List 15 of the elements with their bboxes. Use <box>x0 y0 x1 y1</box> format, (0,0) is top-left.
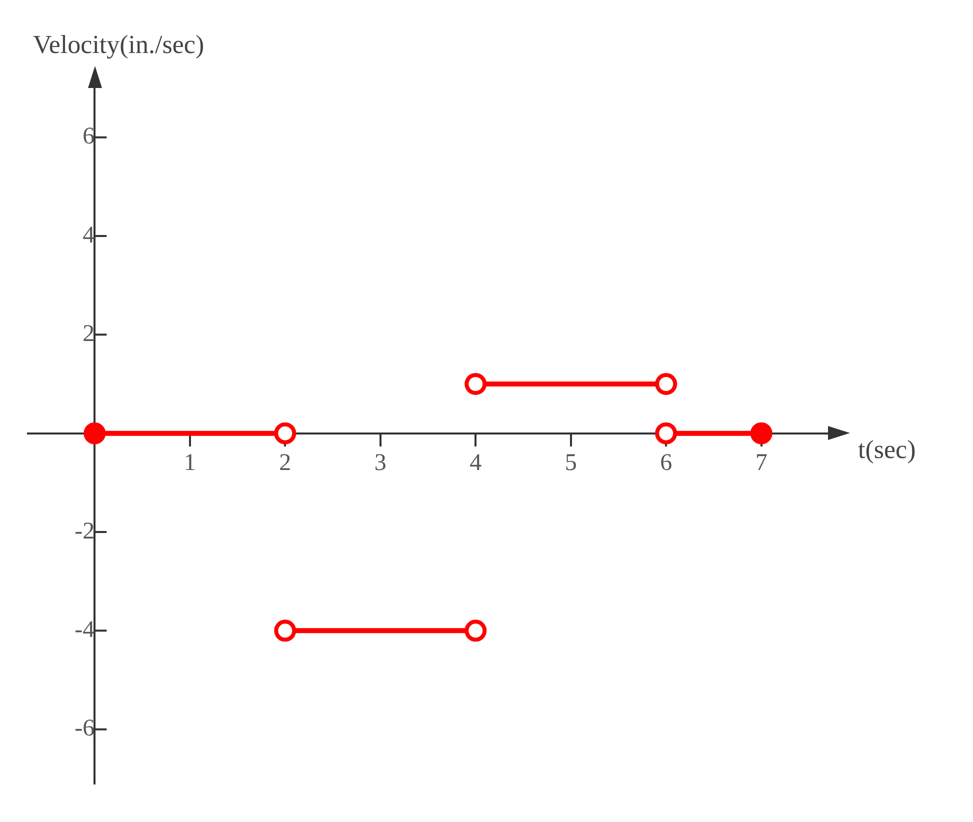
y-tick-label: -2 <box>74 518 95 544</box>
y-axis-title: Velocity(in./sec) <box>33 30 204 59</box>
point <box>655 373 678 395</box>
x-axis-title: t(sec) <box>858 435 916 464</box>
x-tick-label: 1 <box>184 450 196 476</box>
point <box>464 373 487 395</box>
x-tick-label: 4 <box>470 450 482 476</box>
x-tick-label: 3 <box>374 450 386 476</box>
x-tick-label: 7 <box>755 450 768 476</box>
point <box>274 620 296 642</box>
x-tick-label: 5 <box>564 450 577 476</box>
x-tick-label: 2 <box>279 450 292 476</box>
y-tick-label: 2 <box>82 320 95 347</box>
x-tick-label: 6 <box>660 450 672 476</box>
point <box>464 620 487 642</box>
